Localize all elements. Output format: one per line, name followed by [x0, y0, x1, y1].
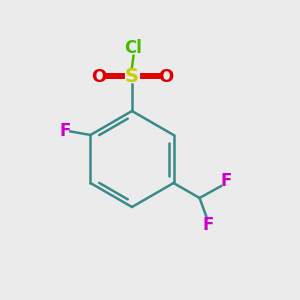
Text: F: F: [203, 216, 214, 234]
Text: O: O: [158, 68, 173, 85]
Text: O: O: [91, 68, 106, 85]
Text: Cl: Cl: [124, 39, 142, 57]
Text: F: F: [221, 172, 232, 190]
Text: S: S: [125, 67, 139, 86]
Text: F: F: [59, 122, 70, 140]
